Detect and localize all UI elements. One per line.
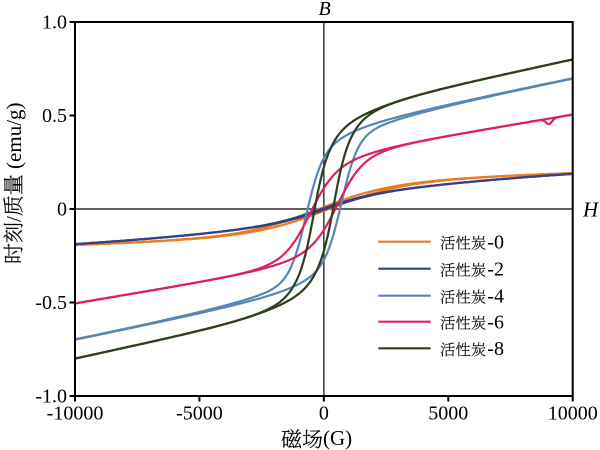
svg-text:10000: 10000 bbox=[548, 403, 598, 425]
svg-text:(emu/g): (emu/g) bbox=[2, 102, 26, 174]
svg-text:1.0: 1.0 bbox=[42, 12, 67, 34]
svg-text:5000: 5000 bbox=[428, 403, 468, 425]
svg-text:/: / bbox=[2, 216, 26, 222]
svg-text:-2: -2 bbox=[487, 259, 504, 281]
svg-text:-8: -8 bbox=[487, 338, 504, 360]
svg-text:-6: -6 bbox=[487, 312, 504, 334]
svg-text:(G): (G) bbox=[323, 426, 352, 450]
svg-text:-4: -4 bbox=[487, 286, 504, 308]
svg-text:-10000: -10000 bbox=[47, 403, 104, 425]
svg-text:0: 0 bbox=[319, 403, 329, 425]
svg-text:B: B bbox=[319, 0, 331, 20]
svg-text:0.5: 0.5 bbox=[42, 105, 67, 127]
svg-text:-1.0: -1.0 bbox=[35, 386, 67, 408]
svg-text:-0: -0 bbox=[487, 232, 504, 254]
svg-text:H: H bbox=[582, 198, 600, 222]
svg-text:0: 0 bbox=[57, 199, 67, 221]
svg-text:-0.5: -0.5 bbox=[35, 292, 67, 314]
svg-text:-5000: -5000 bbox=[176, 403, 223, 425]
